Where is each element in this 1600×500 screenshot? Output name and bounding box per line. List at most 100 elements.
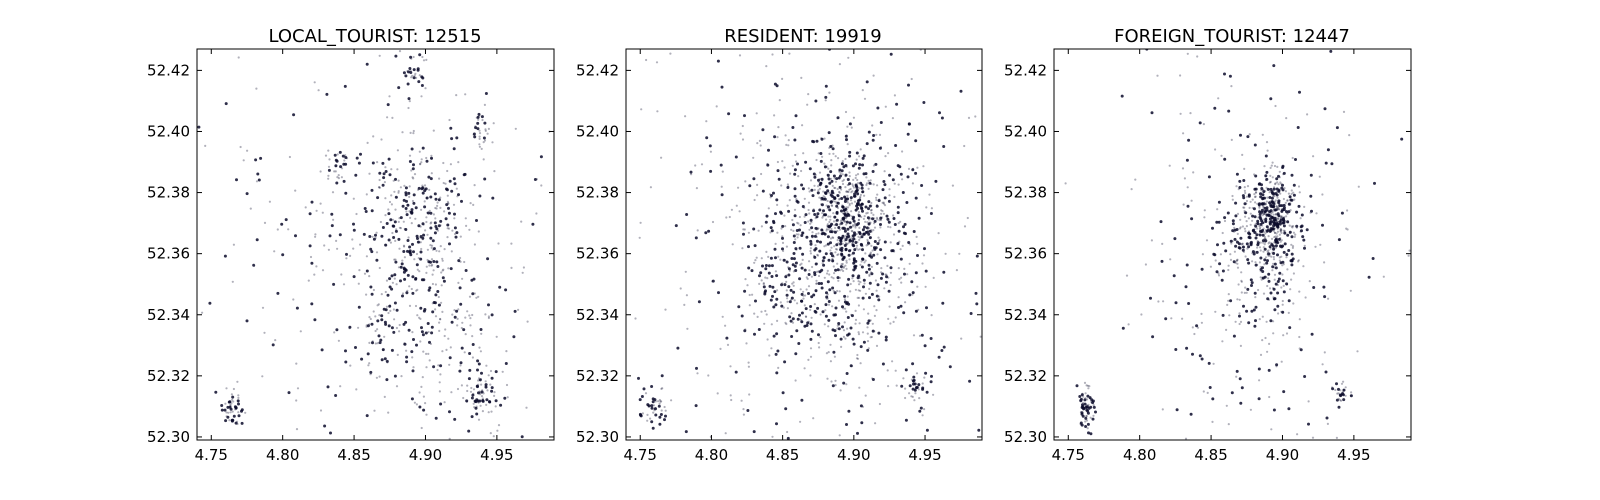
data-point [479,378,482,381]
data-point [827,351,830,354]
data-point [1085,419,1089,422]
data-point [747,365,751,368]
data-point [750,269,754,273]
data-point [408,304,412,307]
data-point [866,211,869,214]
data-point [1266,187,1270,191]
data-point [831,204,834,207]
data-point [1270,196,1274,200]
data-point [421,376,424,379]
data-point [823,197,827,201]
data-point [397,190,400,193]
data-point [1308,280,1311,283]
data-point [1263,165,1266,168]
data-point [1271,161,1274,164]
data-point [1281,183,1284,187]
data-point [368,362,371,365]
data-point [419,257,423,261]
data-point [470,386,473,390]
data-point [836,289,839,293]
data-point [383,357,387,361]
data-point [932,393,935,396]
data-point [740,314,744,318]
data-point [834,251,837,254]
data-point [817,240,820,243]
data-point [748,304,751,307]
data-point [866,332,869,335]
data-point [857,214,861,218]
data-point [378,341,382,345]
data-point [848,258,851,261]
data-point [406,203,409,206]
data-point [837,299,841,302]
data-point [1270,200,1274,204]
data-point [823,137,826,140]
data-point [639,414,643,418]
data-point [263,221,267,224]
data-point [378,54,381,57]
y-tick-label: 52.34 [576,306,619,324]
data-point [893,182,896,185]
data-point [399,279,402,283]
data-point [237,394,240,397]
data-point [860,421,864,425]
data-point [1254,263,1258,267]
data-point [1289,198,1293,202]
data-point [742,413,746,416]
data-point [1268,217,1272,221]
data-point [719,163,723,167]
data-point [1273,164,1277,168]
data-point [1270,211,1273,214]
data-point [775,297,779,301]
data-point [811,236,814,239]
data-point [1249,240,1253,244]
data-point [400,375,403,378]
data-point [822,256,826,260]
data-point [1276,208,1279,211]
data-point [1274,238,1278,242]
data-point [451,313,454,316]
data-point [786,430,789,434]
data-point [881,216,884,219]
data-point [803,206,806,209]
data-point [1276,217,1279,220]
data-point [1274,182,1277,185]
data-point [827,325,830,328]
data-point [930,374,933,378]
data-point [1321,223,1324,227]
data-point [1230,242,1233,245]
data-point [1255,233,1259,237]
data-point [914,171,918,175]
data-point [852,116,856,119]
data-point [292,298,295,301]
data-point [1266,250,1269,253]
data-point [483,139,487,142]
data-point [1208,386,1212,389]
data-point [819,181,823,185]
data-point [799,224,802,227]
data-point [834,334,837,338]
data-point [911,182,915,185]
data-point [1268,245,1272,249]
data-point [1186,186,1189,189]
data-point [332,218,335,221]
data-point [817,152,820,155]
data-point [1230,138,1233,141]
data-point [1242,304,1245,308]
data-point [739,132,742,135]
data-point [752,156,755,159]
data-point [1179,112,1182,115]
data-point [411,176,414,179]
data-point [857,333,861,336]
data-point [539,155,543,159]
data-point [752,227,756,231]
data-point [1323,261,1326,264]
data-point [730,208,734,211]
data-point [1273,231,1276,234]
data-point [1269,204,1273,208]
data-point [840,252,844,256]
data-point [850,253,854,256]
data-point [412,250,415,254]
data-point [1220,278,1224,282]
data-point [912,334,916,337]
